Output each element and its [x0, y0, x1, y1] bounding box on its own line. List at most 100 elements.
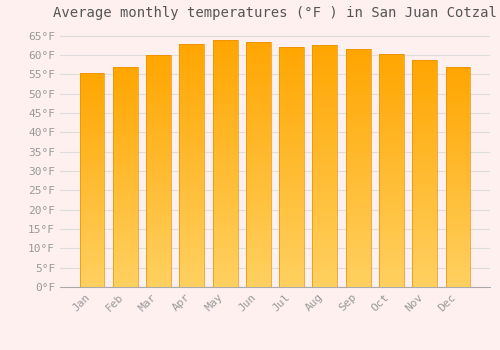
Bar [113, 192, 138, 195]
Bar [180, 248, 204, 251]
Bar [80, 268, 104, 270]
Bar [312, 224, 338, 226]
Bar [212, 280, 238, 282]
Bar [212, 178, 238, 181]
Bar [146, 66, 171, 69]
Bar [80, 113, 104, 116]
Bar [246, 88, 271, 91]
Bar [346, 206, 370, 209]
Bar [246, 255, 271, 258]
Bar [312, 147, 338, 149]
Bar [312, 263, 338, 265]
Bar [412, 208, 437, 210]
Bar [312, 176, 338, 178]
Bar [446, 267, 470, 270]
Bar [379, 145, 404, 147]
Bar [146, 213, 171, 215]
Bar [113, 282, 138, 285]
Bar [80, 208, 104, 210]
Bar [180, 180, 204, 183]
Bar [379, 168, 404, 170]
Bar [379, 142, 404, 145]
Bar [246, 130, 271, 132]
Bar [246, 167, 271, 169]
Bar [446, 118, 470, 120]
Bar [346, 209, 370, 211]
Bar [412, 104, 437, 106]
Bar [180, 76, 204, 78]
Bar [212, 158, 238, 161]
Bar [379, 238, 404, 240]
Bar [80, 148, 104, 150]
Bar [379, 166, 404, 168]
Bar [446, 230, 470, 232]
Bar [279, 126, 304, 128]
Bar [146, 129, 171, 131]
Bar [346, 275, 370, 278]
Bar [180, 173, 204, 175]
Bar [212, 119, 238, 121]
Bar [80, 182, 104, 184]
Bar [212, 126, 238, 129]
Bar [346, 140, 370, 142]
Bar [412, 237, 437, 239]
Bar [312, 248, 338, 251]
Bar [80, 120, 104, 122]
Bar [346, 254, 370, 256]
Bar [246, 127, 271, 130]
Bar [412, 246, 437, 248]
Bar [180, 190, 204, 192]
Bar [212, 265, 238, 267]
Bar [113, 89, 138, 91]
Bar [446, 129, 470, 131]
Bar [212, 69, 238, 72]
Bar [346, 113, 370, 116]
Bar [312, 258, 338, 260]
Bar [379, 275, 404, 278]
Bar [379, 224, 404, 226]
Bar [212, 163, 238, 166]
Bar [180, 277, 204, 280]
Bar [113, 78, 138, 80]
Bar [379, 154, 404, 156]
Bar [180, 83, 204, 85]
Bar [412, 83, 437, 85]
Bar [246, 110, 271, 113]
Bar [246, 162, 271, 164]
Bar [312, 103, 338, 105]
Bar [180, 156, 204, 158]
Bar [379, 180, 404, 182]
Bar [180, 85, 204, 88]
Bar [113, 199, 138, 201]
Bar [80, 88, 104, 90]
Bar [346, 73, 370, 75]
Bar [446, 254, 470, 256]
Bar [146, 83, 171, 85]
Bar [312, 134, 338, 137]
Bar [312, 152, 338, 154]
Bar [379, 54, 404, 56]
Bar [346, 163, 370, 166]
Bar [346, 225, 370, 228]
Bar [212, 139, 238, 141]
Bar [80, 107, 104, 109]
Bar [379, 259, 404, 261]
Bar [446, 144, 470, 147]
Bar [412, 147, 437, 149]
Bar [412, 233, 437, 235]
Bar [246, 86, 271, 88]
Bar [80, 276, 104, 279]
Bar [180, 272, 204, 275]
Bar [146, 148, 171, 150]
Bar [180, 285, 204, 287]
Bar [446, 193, 470, 195]
Bar [146, 196, 171, 199]
Bar [412, 172, 437, 174]
Bar [246, 108, 271, 110]
Bar [312, 45, 338, 287]
Bar [279, 92, 304, 95]
Bar [146, 87, 171, 90]
Bar [446, 89, 470, 92]
Bar [146, 159, 171, 162]
Bar [412, 110, 437, 113]
